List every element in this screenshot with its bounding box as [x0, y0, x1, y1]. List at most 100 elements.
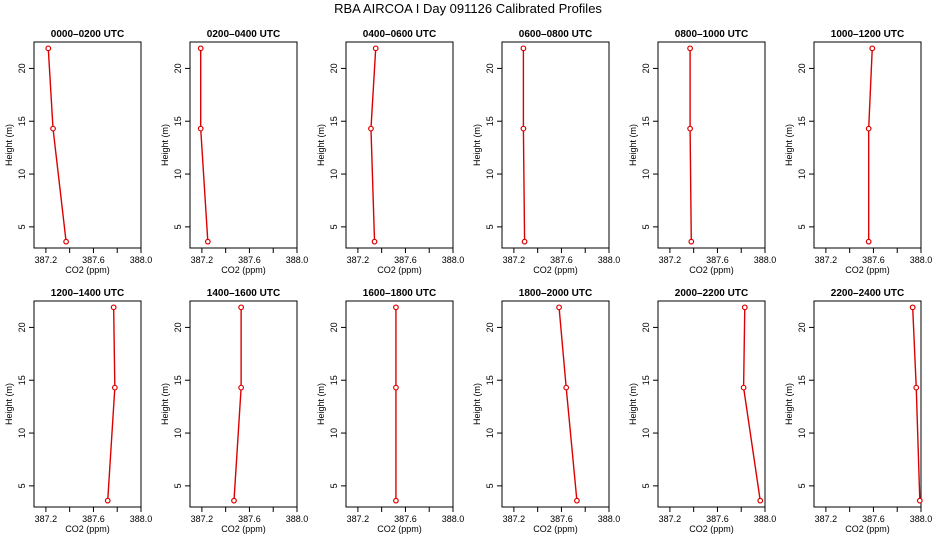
- x-tick-label: 388.0: [130, 514, 153, 524]
- profile-panel: 1000–1200 UTC 387.2 387.6 388.0 CO2 (ppm) 5 10…: [784, 29, 932, 275]
- panel-title: 0600–0800 UTC: [519, 29, 592, 40]
- y-axis-label: Height (m): [4, 124, 14, 166]
- data-point: [45, 45, 52, 52]
- plot-frame: [33, 41, 142, 249]
- y-tick-label: 5: [797, 224, 807, 229]
- y-tick-label: 20: [329, 322, 339, 332]
- y-tick-label: 10: [17, 428, 27, 438]
- profile-panel: 0800–1000 UTC 387.2 387.6 388.0 CO2 (ppm) 5 10…: [628, 29, 776, 275]
- profile-panel: 0400–0600 UTC 387.2 387.6 388.0 CO2 (ppm) 5 10…: [316, 29, 464, 275]
- x-axis-label: CO2 (ppm): [845, 524, 890, 534]
- y-tick-label: 10: [17, 169, 27, 179]
- data-point: [393, 304, 399, 311]
- panel-title: 1000–1200 UTC: [831, 29, 904, 40]
- x-axis-label: CO2 (ppm): [377, 524, 422, 534]
- y-tick-label: 20: [17, 63, 27, 73]
- profile-line: [107, 307, 116, 501]
- data-point: [913, 384, 920, 391]
- x-axis-label: CO2 (ppm): [221, 265, 266, 275]
- profile-panel: 1200–1400 UTC 387.2 387.6 388.0 CO2 (ppm) 5 10…: [4, 288, 152, 534]
- data-point: [63, 238, 69, 245]
- x-tick-label: 387.2: [35, 255, 58, 265]
- x-axis-label: CO2 (ppm): [65, 524, 110, 534]
- data-point: [520, 45, 527, 52]
- data-point: [521, 238, 528, 245]
- x-axis-label: CO2 (ppm): [65, 265, 110, 275]
- y-tick-label: 10: [329, 428, 339, 438]
- x-tick-label: 388.0: [286, 514, 309, 524]
- y-axis-label: Height (m): [4, 383, 14, 425]
- data-point: [104, 497, 111, 504]
- profile-line: [689, 48, 692, 242]
- data-point: [520, 125, 527, 132]
- y-tick-label: 5: [173, 224, 183, 229]
- profile-line: [47, 48, 67, 242]
- x-tick-label: 388.0: [598, 255, 621, 265]
- x-tick-label: 387.2: [503, 255, 526, 265]
- plot-frame: [189, 300, 298, 508]
- y-tick-label: 20: [641, 63, 651, 73]
- profile-panel: 1400–1600 UTC 387.2 387.6 388.0 CO2 (ppm) 5 10…: [160, 288, 308, 534]
- x-tick-label: 387.6: [550, 255, 573, 265]
- y-tick-label: 10: [485, 428, 495, 438]
- data-point: [687, 45, 693, 52]
- data-point: [574, 497, 580, 504]
- x-tick-label: 387.6: [82, 514, 105, 524]
- y-axis-label: Height (m): [784, 124, 794, 166]
- profile-line: [522, 48, 526, 242]
- data-point: [368, 125, 374, 132]
- profile-panel: 1800–2000 UTC 387.2 387.6 388.0 CO2 (ppm) 5 10…: [472, 288, 620, 534]
- y-tick-label: 5: [485, 483, 495, 488]
- y-tick-label: 20: [173, 63, 183, 73]
- y-tick-label: 15: [17, 116, 27, 126]
- y-tick-label: 15: [797, 116, 807, 126]
- x-tick-label: 388.0: [442, 514, 465, 524]
- data-point: [372, 45, 379, 52]
- y-tick-label: 20: [173, 322, 183, 332]
- y-tick-label: 15: [173, 375, 183, 385]
- x-tick-label: 387.6: [394, 255, 417, 265]
- profile-panel: 0200–0400 UTC 387.2 387.6 388.0 CO2 (ppm) 5 10…: [160, 29, 308, 275]
- y-axis-label: Height (m): [472, 124, 482, 166]
- y-tick-label: 15: [641, 375, 651, 385]
- y-tick-label: 5: [641, 224, 651, 229]
- y-tick-label: 15: [797, 375, 807, 385]
- profile-panel: 2000–2200 UTC 387.2 387.6 388.0 CO2 (ppm) 5 10…: [628, 288, 776, 534]
- profile-line: [911, 307, 921, 501]
- x-tick-label: 387.2: [815, 514, 838, 524]
- y-tick-label: 15: [485, 116, 495, 126]
- y-axis-label: Height (m): [316, 383, 326, 425]
- profile-panel: 2200–2400 UTC 387.2 387.6 388.0 CO2 (ppm) 5 10…: [784, 288, 932, 534]
- data-point: [238, 304, 245, 311]
- data-point: [865, 238, 872, 245]
- y-tick-label: 20: [329, 63, 339, 73]
- x-tick-label: 387.6: [394, 514, 417, 524]
- data-point: [238, 384, 245, 391]
- y-tick-label: 15: [329, 375, 339, 385]
- data-point: [740, 384, 747, 391]
- y-tick-label: 10: [641, 428, 651, 438]
- plot-frame: [501, 41, 610, 249]
- y-tick-label: 10: [173, 428, 183, 438]
- y-tick-label: 10: [641, 169, 651, 179]
- x-tick-label: 388.0: [442, 255, 465, 265]
- x-tick-label: 387.6: [550, 514, 573, 524]
- y-tick-label: 5: [17, 483, 27, 488]
- profile-line: [867, 48, 873, 242]
- data-point: [741, 304, 748, 311]
- data-point: [393, 497, 399, 504]
- plot-frame: [813, 300, 922, 508]
- x-tick-label: 387.6: [238, 255, 261, 265]
- data-point: [865, 125, 872, 132]
- y-tick-label: 10: [797, 169, 807, 179]
- x-tick-label: 388.0: [286, 255, 309, 265]
- x-tick-label: 387.2: [659, 514, 682, 524]
- y-tick-label: 20: [641, 322, 651, 332]
- data-point: [916, 497, 923, 504]
- y-tick-label: 5: [329, 224, 339, 229]
- y-axis-label: Height (m): [316, 124, 326, 166]
- y-axis-label: Height (m): [628, 383, 638, 425]
- x-tick-label: 387.2: [815, 255, 838, 265]
- data-point: [50, 125, 56, 132]
